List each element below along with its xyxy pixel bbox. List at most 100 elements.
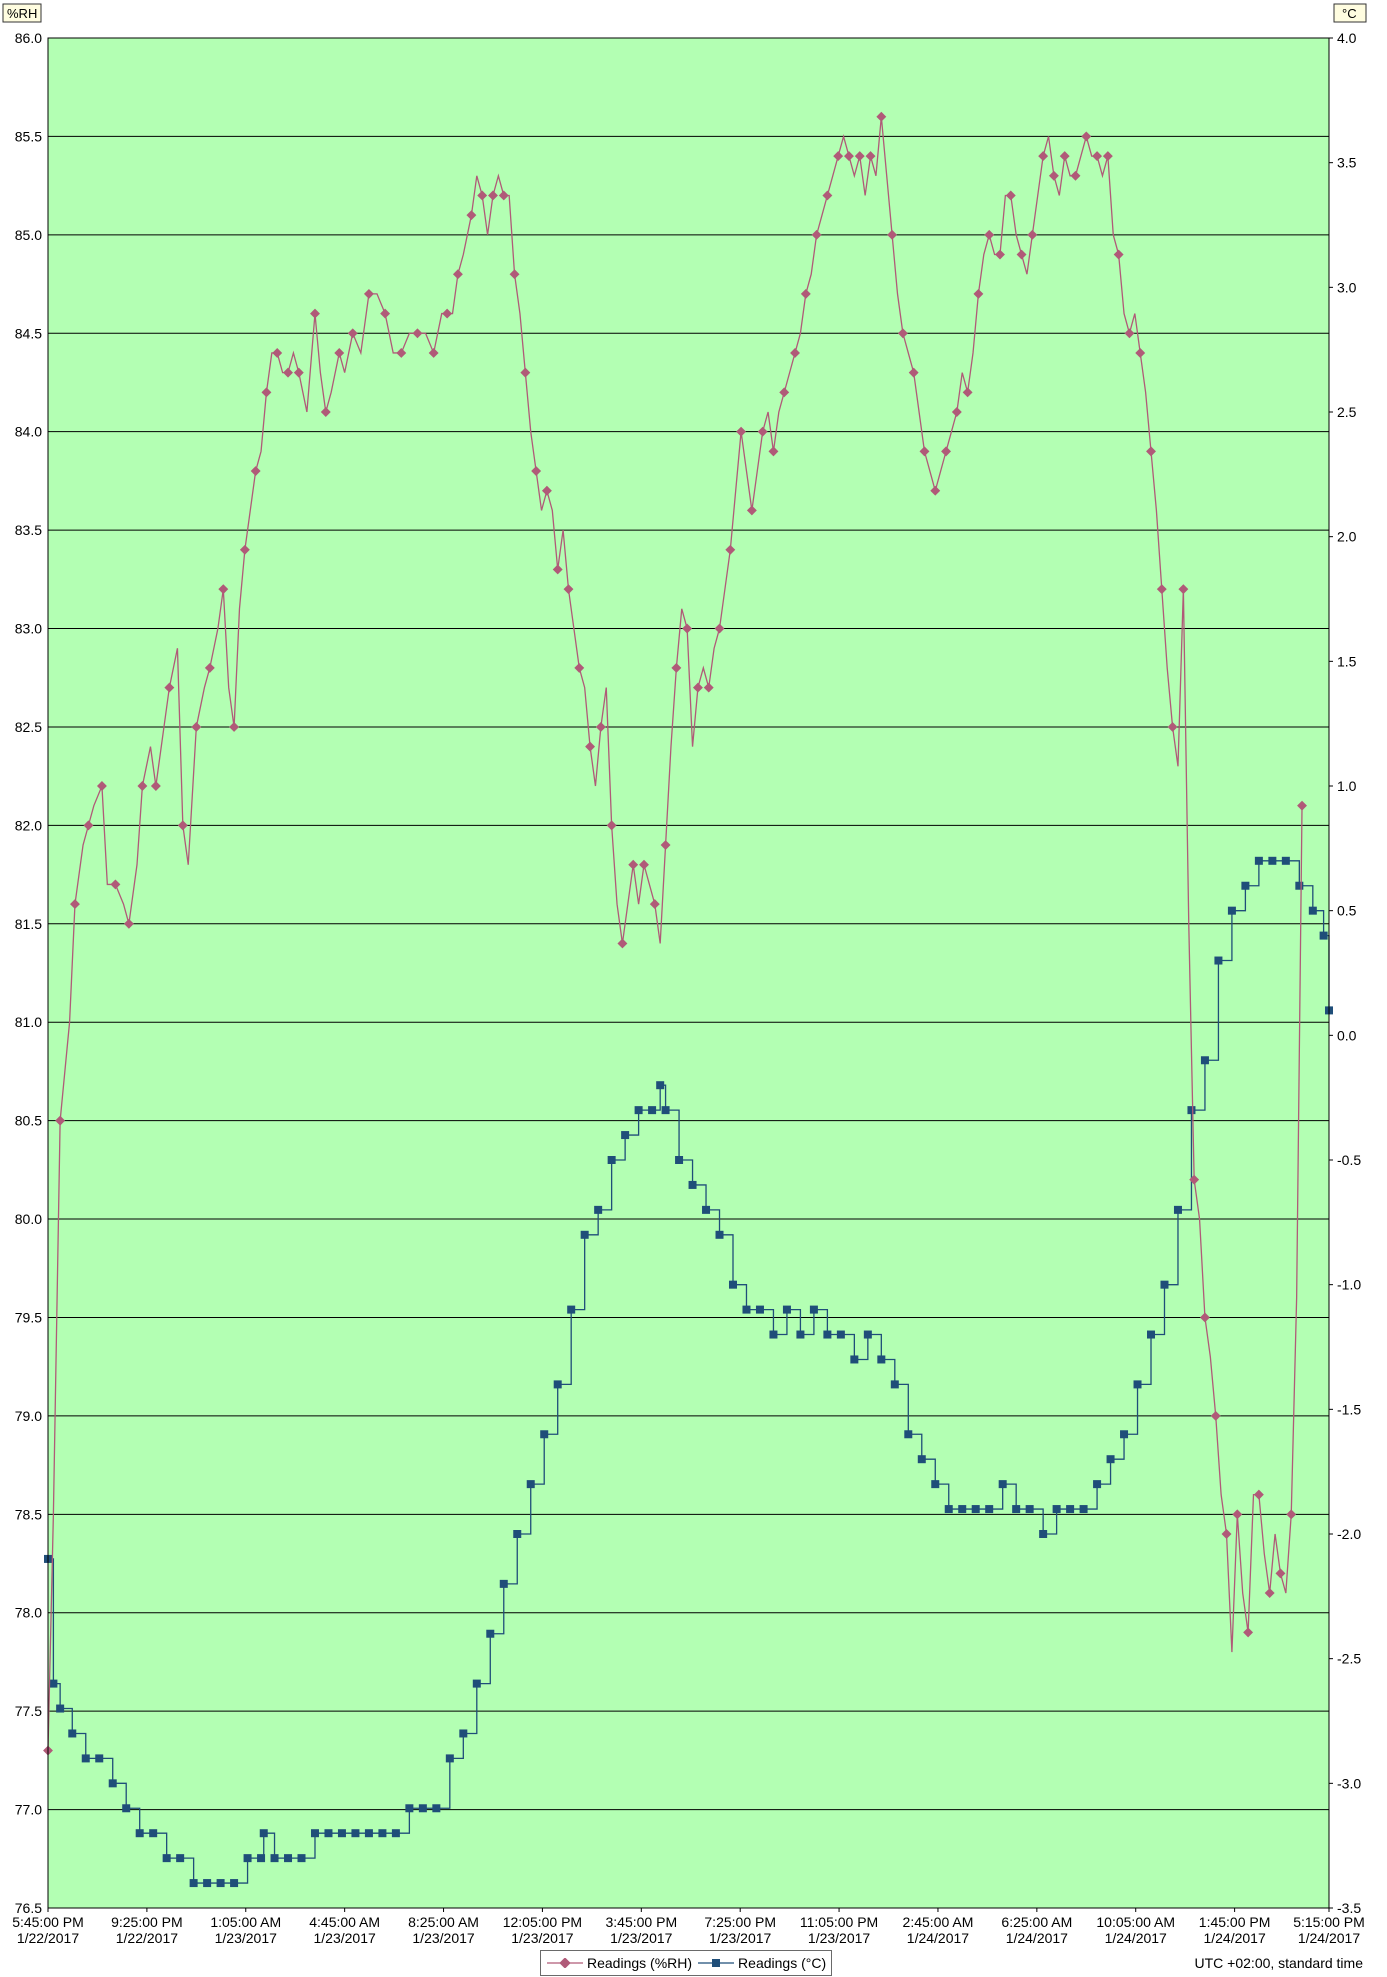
temp-point: [56, 1704, 65, 1713]
right-tick-label: -1.0: [1337, 1277, 1361, 1293]
temp-point: [985, 1505, 994, 1514]
temp-point: [135, 1829, 144, 1838]
rh-point: [574, 662, 585, 673]
right-tick-label: 2.5: [1337, 404, 1357, 420]
temp-point: [607, 1156, 616, 1164]
rh-point: [800, 288, 811, 299]
rh-point: [811, 229, 822, 240]
temp-point: [567, 1305, 576, 1314]
rh-point: [617, 938, 628, 949]
temp-point: [257, 1854, 266, 1863]
temp-point: [836, 1330, 845, 1339]
temp-point: [499, 1579, 508, 1588]
rh-point: [1027, 229, 1038, 240]
temp-point: [1254, 856, 1263, 865]
temp-point: [149, 1829, 158, 1838]
legend-rh-label: Readings (%RH): [587, 1955, 693, 1971]
left-tick-label: 81.5: [15, 916, 42, 932]
rh-point: [239, 544, 250, 555]
temp-point: [1052, 1505, 1061, 1514]
rh-point: [1124, 328, 1135, 339]
temp-point: [351, 1829, 360, 1838]
rh-point: [1048, 170, 1059, 181]
temp-point: [162, 1854, 171, 1863]
temp-point: [513, 1530, 522, 1538]
temp-point: [49, 1679, 58, 1688]
rh-point: [261, 387, 272, 398]
rh-point: [649, 899, 660, 910]
rh-point: [919, 446, 930, 457]
plot-area: [48, 38, 1329, 1908]
left-tick-label: 84.5: [15, 325, 42, 341]
temp-point: [176, 1854, 185, 1863]
right-tick-label: -1.5: [1337, 1401, 1361, 1417]
x-tick-time: 6:25:00 AM: [1001, 1914, 1072, 1930]
rh-point: [876, 111, 887, 122]
x-tick-date: 1/22/2017: [116, 1930, 178, 1946]
rh-point: [833, 151, 844, 162]
rh-point: [779, 387, 790, 398]
x-tick-date: 1/24/2017: [1105, 1930, 1167, 1946]
temp-point: [243, 1854, 252, 1863]
rh-point: [541, 485, 552, 496]
temp-point: [742, 1305, 751, 1314]
temp-point: [1241, 881, 1250, 890]
rh-point: [452, 269, 463, 280]
rh-point: [191, 721, 202, 732]
left-tick-label: 77.5: [15, 1703, 42, 1719]
rh-point: [250, 466, 261, 477]
temp-point: [259, 1829, 268, 1838]
temp-point: [553, 1380, 562, 1389]
rh-point: [55, 1115, 66, 1126]
left-unit-label: %RH: [7, 6, 37, 21]
rh-point: [177, 820, 188, 831]
rh-point: [164, 682, 175, 693]
temp-point: [432, 1804, 441, 1813]
rh-point: [428, 347, 439, 358]
rh-point: [110, 879, 121, 890]
left-tick-label: 80.0: [15, 1211, 42, 1227]
temp-point: [1147, 1330, 1156, 1339]
rh-point: [1275, 1568, 1286, 1579]
rh-point: [1253, 1489, 1264, 1500]
temp-point: [1173, 1205, 1182, 1214]
x-tick-date: 1/23/2017: [314, 1930, 376, 1946]
rh-point: [442, 308, 453, 319]
x-tick-time: 5:15:00 PM: [1293, 1914, 1365, 1930]
temp-point: [823, 1330, 832, 1339]
temp-point: [769, 1330, 778, 1339]
rh-point: [887, 229, 898, 240]
rh-point: [790, 347, 800, 358]
temp-point: [594, 1205, 603, 1214]
rh-point: [714, 623, 725, 634]
rh-series: [43, 111, 1307, 1756]
x-tick-date: 1/23/2017: [412, 1930, 474, 1946]
temp-point: [1025, 1505, 1034, 1514]
rh-point: [347, 328, 358, 339]
legend-item-rh: Readings (%RH): [547, 1955, 692, 1971]
left-tick-label: 77.0: [15, 1802, 42, 1818]
rh-line: [47, 116, 1303, 1751]
rh-point: [1167, 721, 1178, 732]
legend-temp-label: Readings (°C): [738, 1955, 827, 1971]
temp-point: [459, 1729, 468, 1738]
rh-point: [1081, 131, 1092, 142]
rh-point: [897, 328, 908, 339]
rh-point: [396, 347, 407, 358]
temp-point: [1120, 1430, 1129, 1439]
right-unit-label: °C: [1342, 6, 1357, 21]
rh-point: [137, 781, 148, 791]
rh-point: [204, 662, 215, 673]
rh-point: [96, 781, 107, 791]
left-tick-label: 82.0: [15, 817, 42, 833]
x-tick-time: 9:25:00 PM: [111, 1914, 183, 1930]
temp-point: [728, 1280, 737, 1289]
x-tick-time: 4:45:00 AM: [309, 1914, 380, 1930]
temp-point: [1066, 1505, 1075, 1514]
x-tick-time: 1:45:00 PM: [1199, 1914, 1271, 1930]
rh-point: [606, 820, 617, 831]
temp-point: [122, 1804, 131, 1813]
rh-point: [498, 190, 509, 201]
temp-point: [580, 1230, 589, 1239]
